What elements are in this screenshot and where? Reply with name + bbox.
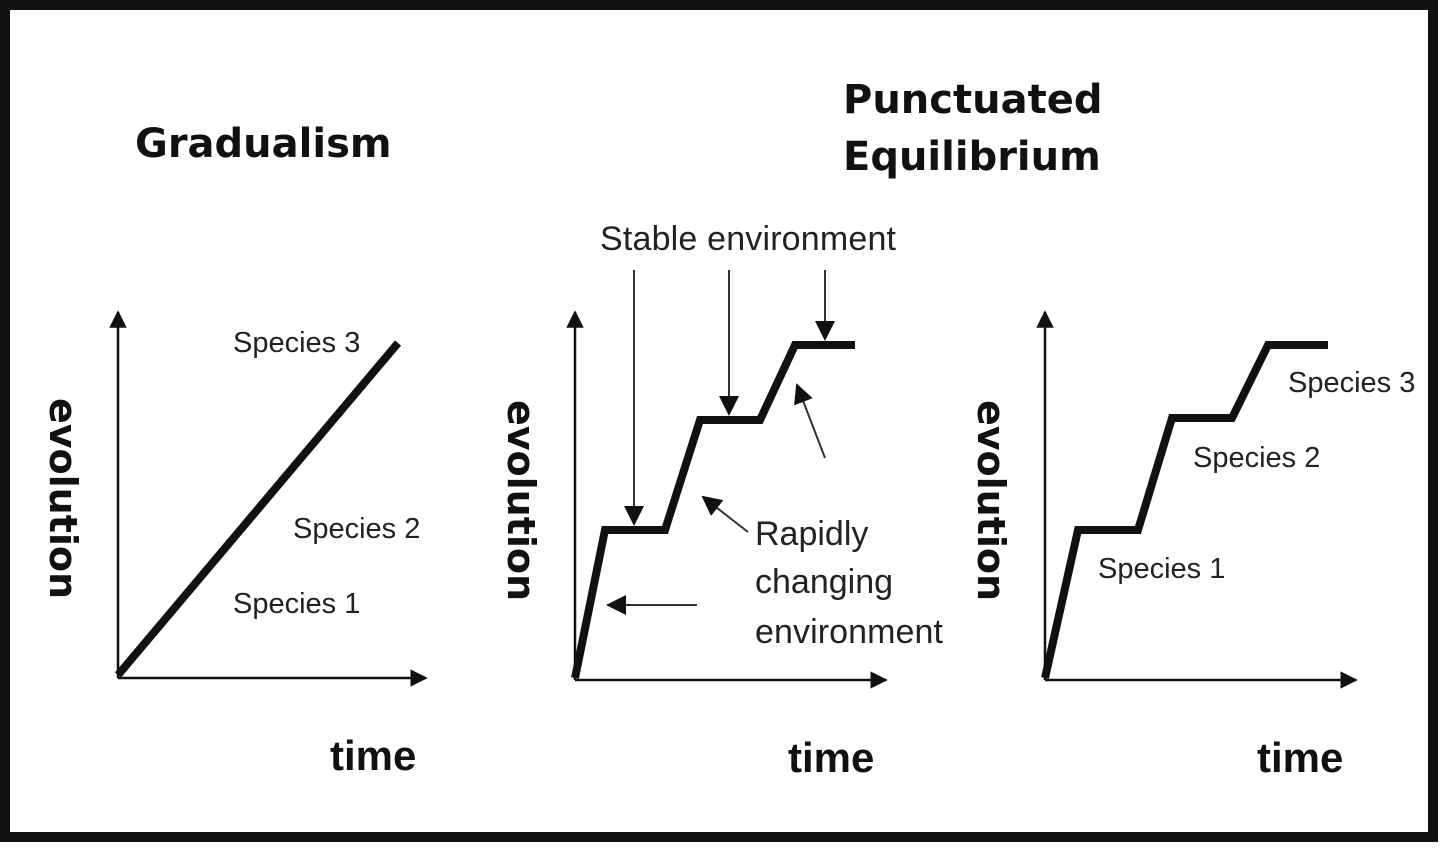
species-1-label: Species 1 (233, 588, 360, 620)
stable-environment-label: Stable environment (600, 220, 897, 258)
rapid-label-line2: changing (755, 563, 893, 601)
punctuated-step-line (1041, 341, 1328, 679)
x-axis-label: time (788, 734, 874, 781)
x-axis-label: time (1257, 734, 1343, 781)
species-3-label: Species 3 (1288, 367, 1415, 399)
rapid-arrow-3 (794, 383, 826, 459)
x-axis-label: time (330, 732, 416, 779)
gradual-evolution-line (114, 340, 402, 678)
species-3-label: Species 3 (233, 327, 360, 359)
y-axis-label: evolution (41, 398, 85, 599)
gradualism-title: Gradualism (135, 121, 392, 167)
punctuated-title-line2: Equilibrium (843, 134, 1101, 180)
species-2-label: Species 2 (293, 513, 420, 545)
rapid-label-line3: environment (755, 613, 944, 651)
punctuated-annotated-panel: Stable environment Rapidly changing envi… (499, 220, 944, 781)
species-1-label: Species 1 (1098, 553, 1225, 585)
y-axis-label: evolution (499, 400, 543, 601)
rapid-arrow-2 (701, 495, 749, 533)
punctuated-step-line (571, 341, 855, 679)
punctuated-species-panel: Species 3 Species 2 Species 1 evolution … (969, 310, 1415, 781)
gradualism-panel: Gradualism Species 3 Species 2 Species 1… (41, 121, 428, 779)
species-2-label: Species 2 (1193, 442, 1320, 474)
rapid-label-line1: Rapidly (755, 515, 868, 553)
y-axis-label: evolution (969, 400, 1013, 601)
punctuated-title-line1: Punctuated (843, 77, 1102, 123)
